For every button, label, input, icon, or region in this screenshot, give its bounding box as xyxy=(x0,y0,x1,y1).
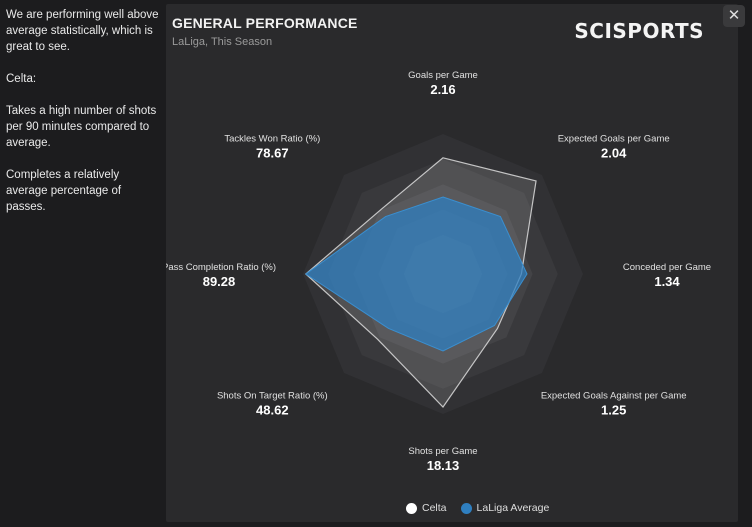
legend-label-celta: Celta xyxy=(422,502,447,514)
general-performance-panel: GENERAL PERFORMANCE LaLiga, This Season … xyxy=(166,4,738,522)
insight-summary: We are performing well above average sta… xyxy=(6,9,159,53)
radar-series-laliga-average xyxy=(304,196,528,352)
insight-passes: Completes a relatively average percentag… xyxy=(6,169,122,213)
close-button[interactable]: ✕ xyxy=(723,5,745,27)
axis-value: 89.28 xyxy=(203,274,236,289)
axis-value: 2.04 xyxy=(601,145,627,160)
axis-value: 1.34 xyxy=(654,274,680,289)
axis-label: Tackles Won Ratio (%) xyxy=(224,133,320,144)
panel-subtitle: LaLiga, This Season xyxy=(172,36,273,48)
insight-team-heading: Celta: xyxy=(6,73,37,85)
axis-label-group-7: Pass Completion Ratio (%)89.28 xyxy=(166,262,276,289)
axis-label: Expected Goals Against per Game xyxy=(541,391,687,402)
insight-shots: Takes a high number of shots per 90 minu… xyxy=(6,105,157,149)
axis-label-group-8: Tackles Won Ratio (%)78.67 xyxy=(224,133,320,160)
axis-label: Expected Goals per Game xyxy=(558,133,670,144)
axis-label: Pass Completion Ratio (%) xyxy=(166,262,276,273)
axis-label: Goals per Game xyxy=(408,70,478,81)
panel-title: GENERAL PERFORMANCE xyxy=(172,15,358,31)
insight-text: We are performing well above average sta… xyxy=(6,7,162,231)
axis-value: 78.67 xyxy=(256,145,289,160)
axis-value: 2.16 xyxy=(430,82,455,97)
legend-dot-laliga xyxy=(460,502,472,514)
axis-label: Shots per Game xyxy=(408,446,477,457)
axis-value: 18.13 xyxy=(427,458,460,473)
axis-label-group-6: Shots On Target Ratio (%)48.62 xyxy=(217,391,328,418)
axis-value: 48.62 xyxy=(256,403,289,418)
legend-dot-celta xyxy=(406,502,417,514)
legend-label-laliga: LaLiga Average xyxy=(476,502,550,514)
legend-item-celta[interactable]: Celta xyxy=(406,502,447,514)
chart-legend: Celta LaLiga Average xyxy=(406,502,557,514)
legend-item-laliga[interactable]: LaLiga Average xyxy=(460,502,550,514)
axis-label: Shots On Target Ratio (%) xyxy=(217,391,328,402)
axis-value: 1.25 xyxy=(601,403,626,418)
scisports-logo: SCISPORTS xyxy=(574,19,704,43)
axis-label: Conceded per Game xyxy=(623,262,711,273)
